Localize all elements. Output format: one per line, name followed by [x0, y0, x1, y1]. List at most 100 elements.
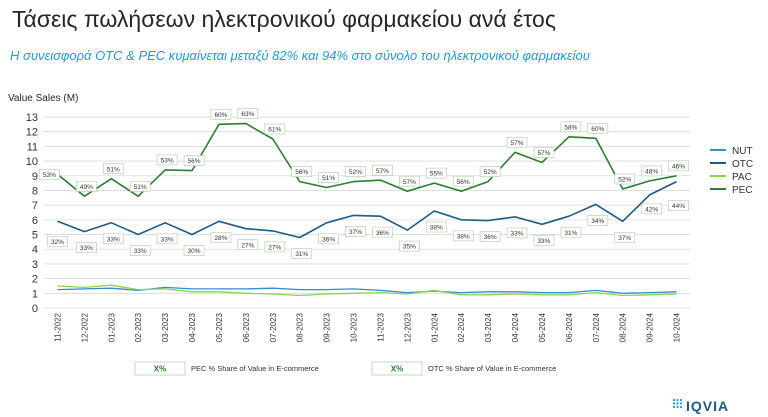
x-tick-label: 04-2024 [511, 312, 520, 342]
pec-share-label-box [318, 172, 339, 183]
y-axis-label: Value Sales (M) [8, 93, 78, 104]
pec-share-label-box [102, 163, 124, 175]
otc-share-label: 27% [268, 244, 281, 251]
label-legend-text: OTC % Share of Value in E-commerce [428, 364, 556, 373]
y-tick-label: 11 [27, 141, 38, 153]
series-line-pec [56, 122, 677, 198]
x-tick-label: 05-2023 [215, 312, 224, 342]
x-tick-label: 11-2022 [53, 312, 62, 341]
otc-share-label-box [372, 226, 393, 238]
otc-share-label: 32% [51, 239, 64, 246]
y-tick-label: 10 [26, 156, 38, 168]
label-legend-marker: X% [154, 365, 166, 374]
otc-share-label: 31% [295, 251, 308, 258]
otc-share-label: 36% [322, 236, 335, 243]
series-line-nut [57, 286, 677, 294]
otc-share-label: 33% [511, 231, 524, 238]
pec-share-label: 57% [376, 168, 389, 175]
otc-share-label: 28% [214, 235, 227, 242]
y-tick-label: 6 [32, 215, 38, 227]
pec-share-label: 63% [241, 111, 254, 118]
otc-share-label-box [425, 221, 447, 233]
x-tick-label: 06-2023 [242, 312, 251, 342]
pec-share-label-box [237, 108, 259, 119]
pec-share-label-box [183, 155, 205, 166]
x-tick-label: 04-2023 [188, 312, 197, 342]
pec-share-label-box [479, 166, 501, 177]
pec-share-label: 46% [672, 163, 685, 170]
pec-share-label-box [291, 166, 313, 177]
pec-share-label-box [560, 121, 582, 133]
otc-share-label: 36% [376, 230, 389, 237]
pec-share-label: 52% [618, 177, 631, 184]
otc-share-label: 37% [618, 235, 631, 242]
otc-share-label-box [183, 245, 205, 256]
x-tick-label: 03-2023 [161, 312, 170, 342]
pec-share-label: 53% [161, 157, 174, 164]
pec-share-label-box [668, 160, 689, 172]
series-line-otc [57, 180, 677, 239]
pec-share-label: 57% [403, 179, 416, 186]
x-tick-label: 06-2024 [565, 312, 574, 342]
otc-share-label: 44% [672, 203, 685, 210]
pec-share-label-box [587, 122, 609, 134]
label-legend-box [134, 361, 186, 376]
series-line-pac [57, 284, 677, 297]
otc-share-label-box [291, 248, 313, 259]
legend-label-nut: NUT [732, 146, 753, 157]
pec-share-label-box [39, 168, 60, 180]
pec-share-label: 51% [134, 184, 147, 191]
otc-share-label: 33% [537, 238, 550, 245]
pec-share-label-box [506, 136, 528, 148]
x-tick-label: 03-2024 [484, 312, 493, 342]
otc-share-label-box [102, 233, 124, 245]
otc-share-label-box [399, 240, 420, 252]
brand-logo-dot [679, 405, 683, 409]
label-legend-marker: X% [391, 365, 403, 374]
brand-logo-text: IQVIA [686, 398, 729, 414]
x-tick-label: 08-2023 [296, 312, 305, 342]
pec-share-label: 57% [537, 150, 550, 157]
y-tick-label: 2 [32, 274, 38, 286]
otc-share-label: 34% [591, 218, 604, 225]
otc-share-label-box [560, 226, 582, 238]
pec-share-label: 56% [295, 169, 308, 176]
x-tick-label: 12-2022 [80, 312, 89, 342]
otc-share-label: 38% [430, 225, 443, 232]
x-tick-label: 11-2023 [376, 312, 385, 341]
otc-share-label-box [47, 235, 68, 247]
y-tick-label: 7 [32, 200, 38, 212]
pec-share-label: 51% [107, 166, 120, 173]
brand-logo-dot [676, 402, 679, 405]
page-subtitle: Η συνεισφορά OTC & PEC κυμαίνεται μεταξύ… [10, 48, 590, 63]
pec-share-label-box [399, 175, 420, 187]
pec-share-label-box [372, 164, 393, 176]
x-tick-label: 12-2023 [403, 312, 412, 342]
y-tick-label: 1 [32, 288, 38, 300]
legend-label-pac: PAC [732, 172, 752, 183]
brand-logo-dot [672, 405, 676, 409]
otc-share-label: 27% [241, 242, 254, 249]
label-legend-text: PEC % Share of Value in E-commerce [191, 364, 319, 373]
x-tick-label: 02-2024 [457, 312, 466, 342]
pec-share-label: 49% [80, 184, 93, 191]
pec-share-label: 56% [188, 158, 201, 165]
pec-share-label-box [452, 175, 474, 187]
legend-label-otc: OTC [732, 159, 753, 170]
otc-share-label: 33% [161, 236, 174, 243]
otc-share-label-box [452, 230, 474, 242]
x-tick-label: 08-2024 [619, 312, 628, 342]
page-title: Τάσεις πωλήσεων ηλεκτρονικού φαρμακείου … [12, 6, 556, 32]
brand-logo-dot [672, 402, 676, 405]
x-tick-label: 07-2023 [269, 312, 278, 342]
otc-share-label: 31% [564, 230, 577, 237]
pec-share-label-box [641, 165, 662, 177]
otc-share-label: 35% [403, 244, 416, 251]
brand-logo-dot [679, 398, 683, 402]
otc-share-label-box [614, 231, 636, 243]
y-tick-label: 3 [32, 259, 38, 271]
otc-share-label: 36% [484, 234, 497, 241]
pec-share-label: 61% [268, 127, 281, 134]
otc-share-label-box [237, 239, 259, 251]
x-tick-label: 09-2023 [323, 312, 332, 342]
